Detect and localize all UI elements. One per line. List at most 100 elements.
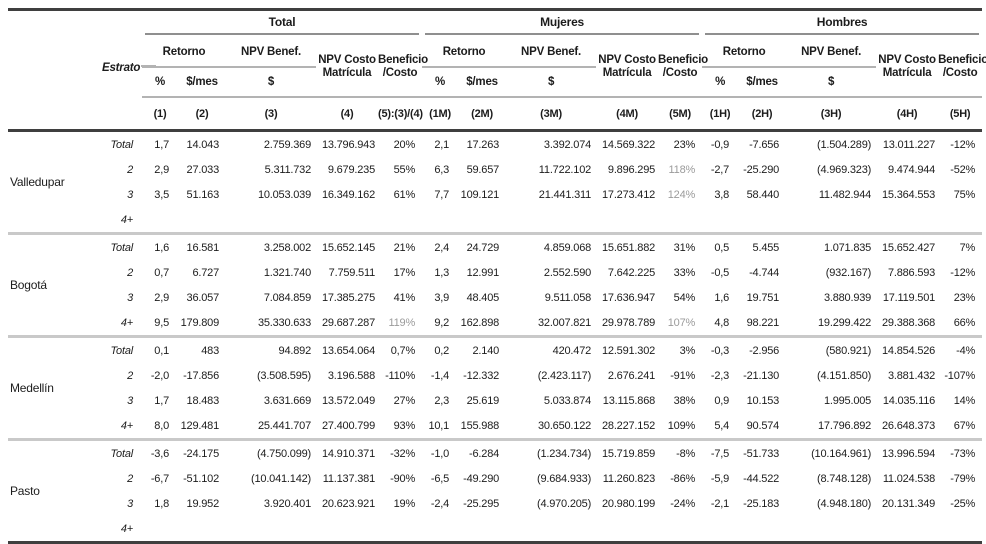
value-cell: -1,4 <box>430 369 450 382</box>
value-cell: 23% <box>673 138 696 151</box>
value-cell: 3,8 <box>714 188 730 201</box>
table-row: Medellín Total 0,1 483 94.892 13.654.064 0,7% 0… <box>8 336 982 441</box>
value-cell: -4% <box>956 344 976 357</box>
value-cell: 17.263 <box>466 138 500 151</box>
value-cell <box>226 207 316 235</box>
value-cell: -0,5 <box>710 266 730 279</box>
value-cell <box>658 207 703 235</box>
value-cell: (4.969.323) <box>817 163 872 176</box>
value-cell: 11.722.102 <box>538 163 592 176</box>
value-cell: 1.995.005 <box>823 394 872 407</box>
value-cell: 38% <box>673 394 696 407</box>
value-cell: -51.733 <box>743 447 780 460</box>
value-cell: (3.508.595) <box>256 369 311 382</box>
value-cell: (1.504.289) <box>817 138 872 151</box>
value-cell: 10.153 <box>746 394 780 407</box>
value-cell: 14.569.322 <box>601 138 656 151</box>
value-cell: -12% <box>950 266 976 279</box>
value-cell: 51.163 <box>186 188 220 201</box>
value-cell: 1,3 <box>434 266 450 279</box>
value-cell: -2,4 <box>430 497 450 510</box>
table-row: Valledupar Total 1,7 14.043 2.759.369 13.796.… <box>8 130 982 235</box>
value-cell: 23% <box>953 291 976 304</box>
pct-header: % <box>422 67 459 98</box>
group-header-hombres-label: Hombres <box>705 15 980 35</box>
mes-header: $/mes <box>738 67 787 98</box>
value-cell: -51.102 <box>183 472 219 485</box>
value-cell: 1.321.740 <box>263 266 311 279</box>
value-cell: 2,9 <box>154 291 169 304</box>
subheader-row-2: % $/mes $ % $/mes $ % $/mes $ <box>8 67 982 98</box>
blank-city-header <box>8 38 102 97</box>
value-cell: 9,5 <box>142 310 178 338</box>
value-cell: -24% <box>670 497 696 510</box>
value-cell: 20.980.199 <box>601 497 656 510</box>
mes-header: $/mes <box>178 67 226 98</box>
npv-benef-header: NPV Benef. <box>506 38 597 68</box>
estrato-cell: 2 <box>127 369 133 382</box>
value-cell: 25.619 <box>466 394 500 407</box>
benefit-cost-table: Total Mujeres Hombres Estrato Retorno NP… <box>8 8 986 544</box>
estrato-cell: Total <box>110 138 134 151</box>
value-cell: -25.183 <box>743 497 780 510</box>
value-cell: 13.996.594 <box>882 447 936 460</box>
value-cell: 30.650.122 <box>506 413 597 441</box>
value-cell: -73% <box>950 447 976 460</box>
value-cell: 13.796.943 <box>321 138 375 151</box>
value-cell: (580.921) <box>825 344 872 357</box>
group-header-total-label: Total <box>145 15 420 35</box>
value-cell: 109.121 <box>460 188 500 201</box>
value-cell: 27% <box>393 394 416 407</box>
value-cell: -6,5 <box>430 472 450 485</box>
value-cell: 12.591.302 <box>601 344 656 357</box>
estrato-cell: 4+ <box>102 207 142 235</box>
value-cell: 0,1 <box>154 344 169 357</box>
value-cell: 1.071.835 <box>823 241 872 254</box>
value-cell: 24.729 <box>466 241 500 254</box>
value-cell: -25% <box>950 497 976 510</box>
value-cell: 11.024.538 <box>882 472 936 485</box>
table-row: 2 -6,7 -51.102 (10.041.142) 11.137.381 -90% -6… <box>8 466 982 491</box>
subheader-row-1: Estrato Retorno NPV Benef. NPV Costo Matr… <box>8 38 986 98</box>
value-cell: (9.684.933) <box>536 472 592 485</box>
value-cell: 3.392.074 <box>543 138 592 151</box>
value-cell: 1,6 <box>154 241 169 254</box>
col-id: (3) <box>226 97 316 132</box>
value-cell: -2,0 <box>150 369 169 382</box>
value-cell <box>658 516 703 544</box>
table-row: 2 2,9 27.033 5.311.732 9.679.235 55% 6,3 59.657… <box>8 157 982 182</box>
value-cell: -25.290 <box>743 163 780 176</box>
value-cell: 48.405 <box>466 291 500 304</box>
value-cell: 19.299.422 <box>786 310 877 338</box>
value-cell: 9.896.295 <box>607 163 656 176</box>
value-cell: -1,0 <box>430 447 450 460</box>
value-cell: 93% <box>378 413 423 441</box>
value-cell: -79% <box>950 472 976 485</box>
value-cell: 7.084.859 <box>263 291 311 304</box>
value-cell: -6,7 <box>150 472 169 485</box>
npv-costo-header: NPV Costo Matrícula <box>876 38 939 98</box>
value-cell: 11.260.823 <box>602 472 656 485</box>
estrato-cell: 3 <box>127 188 133 201</box>
estrato-cell: Total <box>110 344 134 357</box>
value-cell: 29.687.287 <box>316 310 378 338</box>
estrato-cell: 2 <box>127 163 133 176</box>
value-cell: 0,7% <box>390 344 416 357</box>
value-cell: 19.952 <box>186 497 220 510</box>
value-cell: 17.119.501 <box>882 291 936 304</box>
col-id: (1) <box>142 97 178 132</box>
value-cell: 11.137.381 <box>322 472 375 485</box>
value-cell <box>938 207 983 235</box>
table-row: Pasto Total -3,6 -24.175 (4.750.099) 14.910.3… <box>8 439 982 544</box>
value-cell: 14.043 <box>186 138 220 151</box>
col-id: (4M) <box>596 97 659 132</box>
value-cell <box>702 207 739 235</box>
value-cell: 98.221 <box>738 310 787 338</box>
value-cell: (4.948.180) <box>817 497 872 510</box>
value-cell: 109% <box>658 413 703 441</box>
value-cell: 16.349.162 <box>321 188 375 201</box>
pct-header: % <box>142 67 178 98</box>
value-cell: 6,3 <box>434 163 450 176</box>
value-cell: 2.676.241 <box>607 369 656 382</box>
value-cell: 15.364.553 <box>882 188 936 201</box>
